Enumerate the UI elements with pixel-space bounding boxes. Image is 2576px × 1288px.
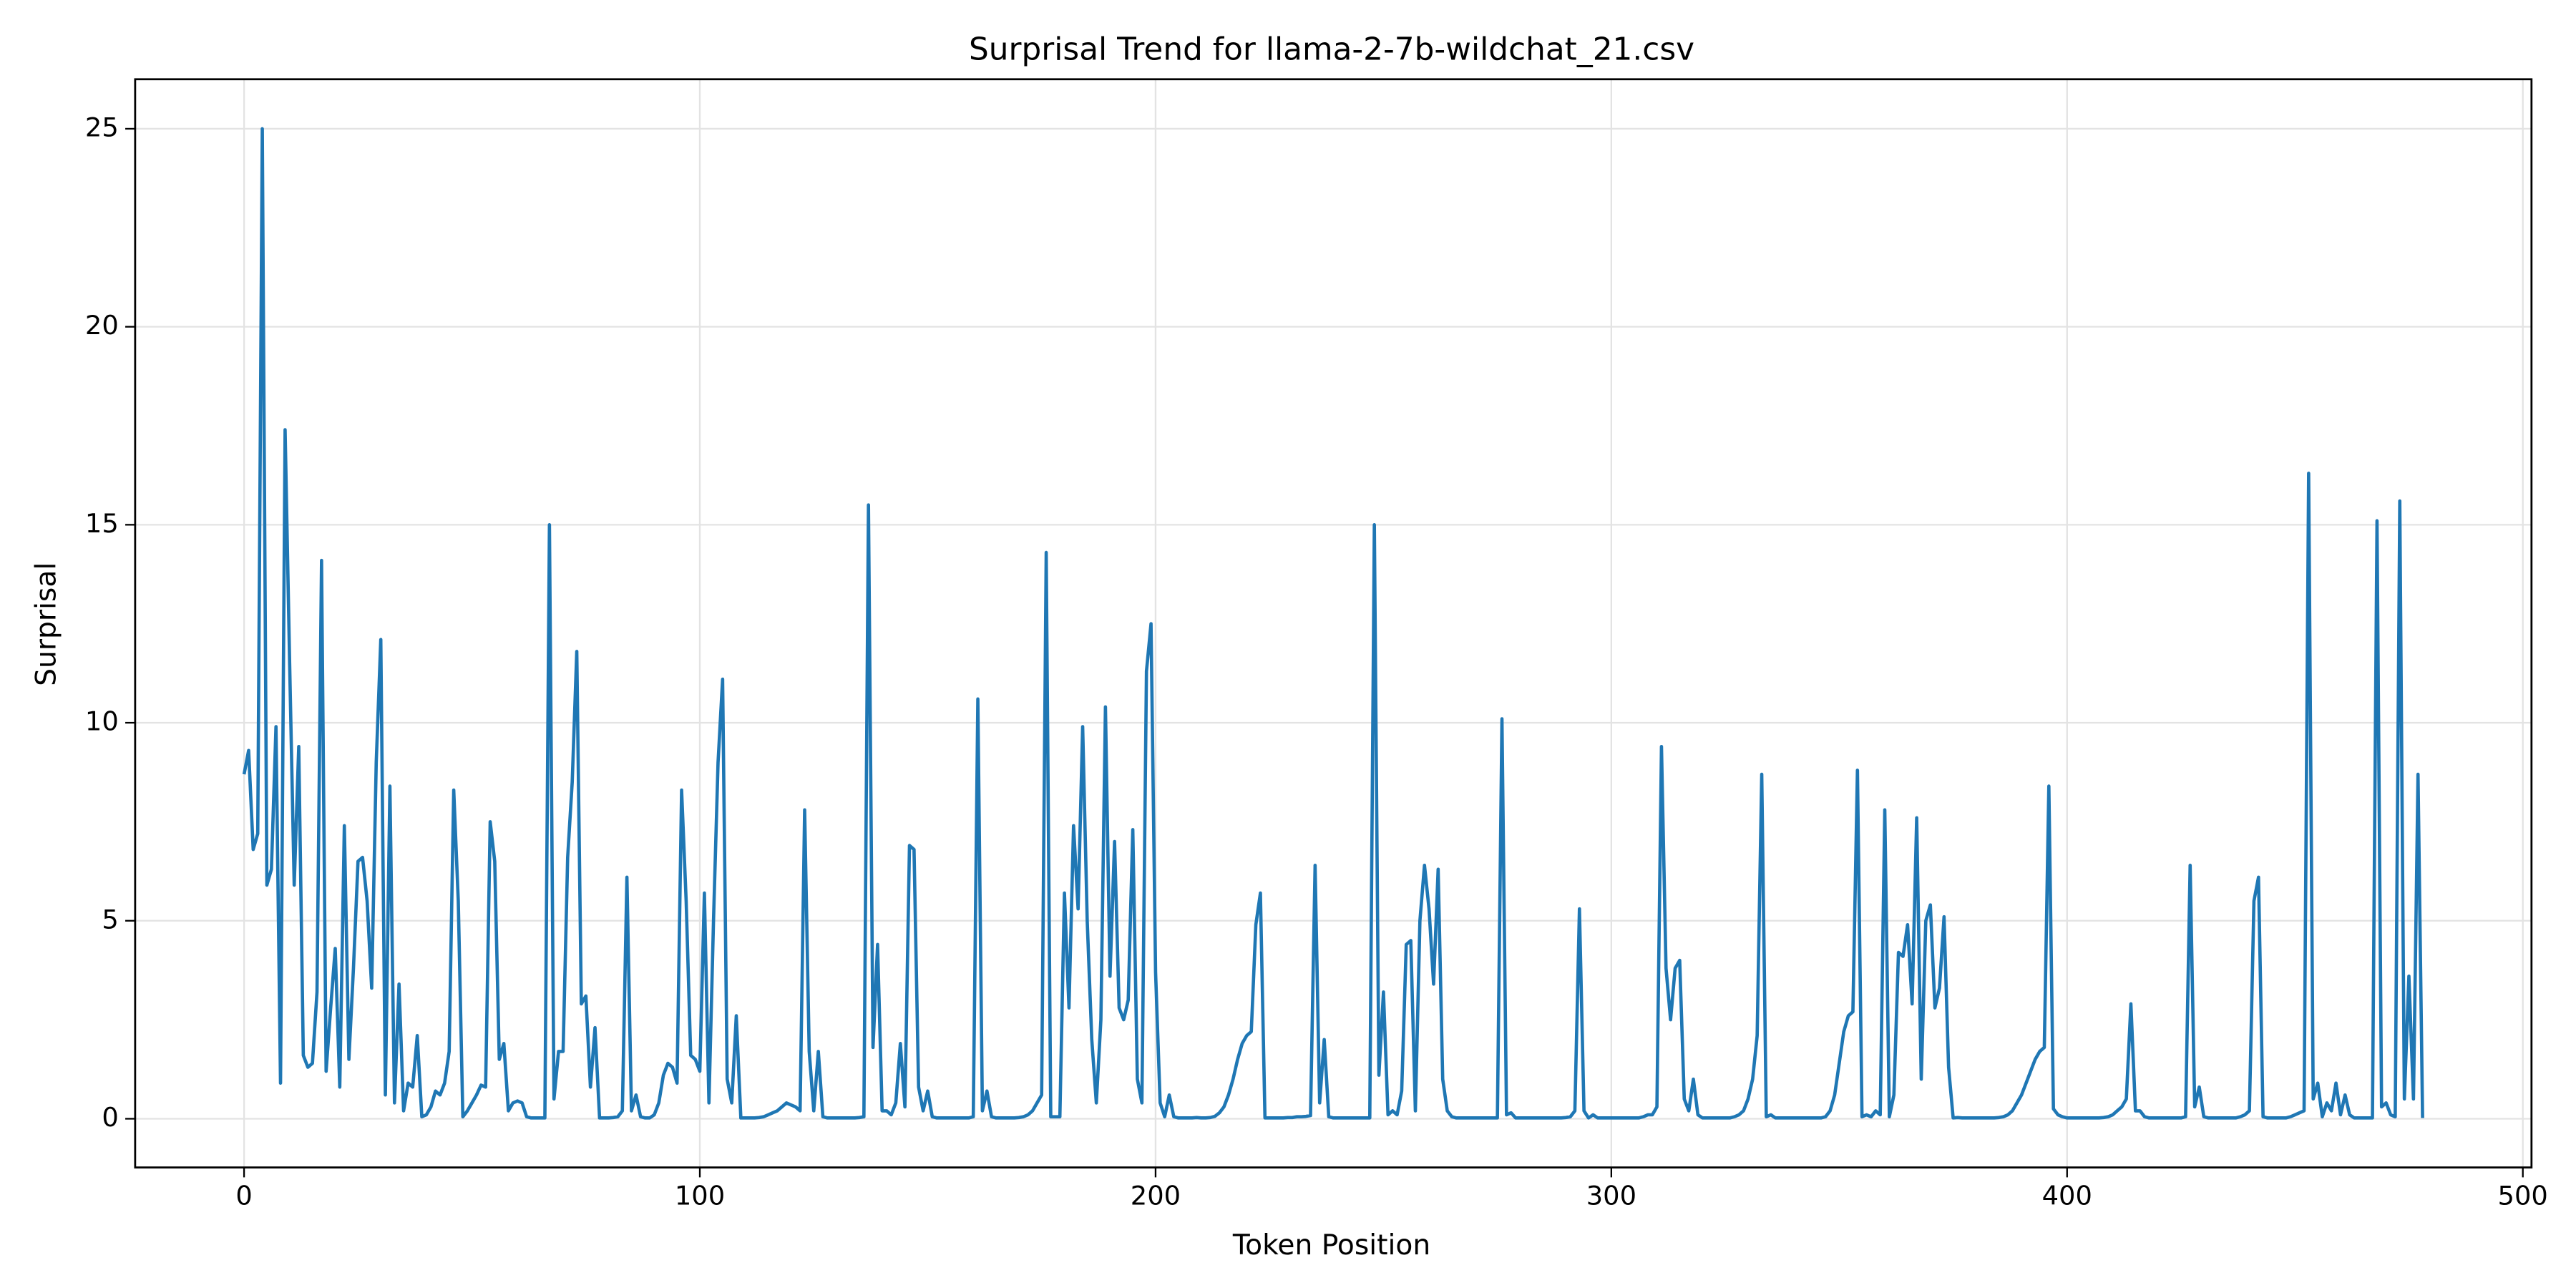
plot-area (242, 127, 2424, 1120)
x-axis-label: Token Position (1232, 1229, 1430, 1262)
y-tick-label: 10 (85, 706, 119, 737)
x-tick-label: 0 (235, 1181, 252, 1211)
grid (135, 79, 2532, 1168)
x-tick-label: 500 (2498, 1181, 2548, 1211)
ticks: 0 100 200 300 400 500 0 5 10 15 20 25 (85, 112, 2548, 1211)
y-axis-label: Surprisal (30, 562, 62, 686)
y-tick-label: 20 (85, 310, 119, 341)
axes-frame (134, 78, 2533, 1169)
y-tick-label: 25 (85, 112, 119, 142)
x-tick-label: 100 (675, 1181, 725, 1211)
y-tick-label: 15 (85, 508, 119, 539)
x-tick-label: 300 (1586, 1181, 1636, 1211)
y-tick-label: 0 (102, 1102, 118, 1133)
data-line (242, 127, 2424, 1120)
x-tick-label: 200 (1131, 1181, 1181, 1211)
chart-title: Surprisal Trend for llama-2-7b-wildchat_… (969, 31, 1694, 68)
x-tick-label: 400 (2042, 1181, 2092, 1211)
y-tick-label: 5 (102, 904, 118, 935)
